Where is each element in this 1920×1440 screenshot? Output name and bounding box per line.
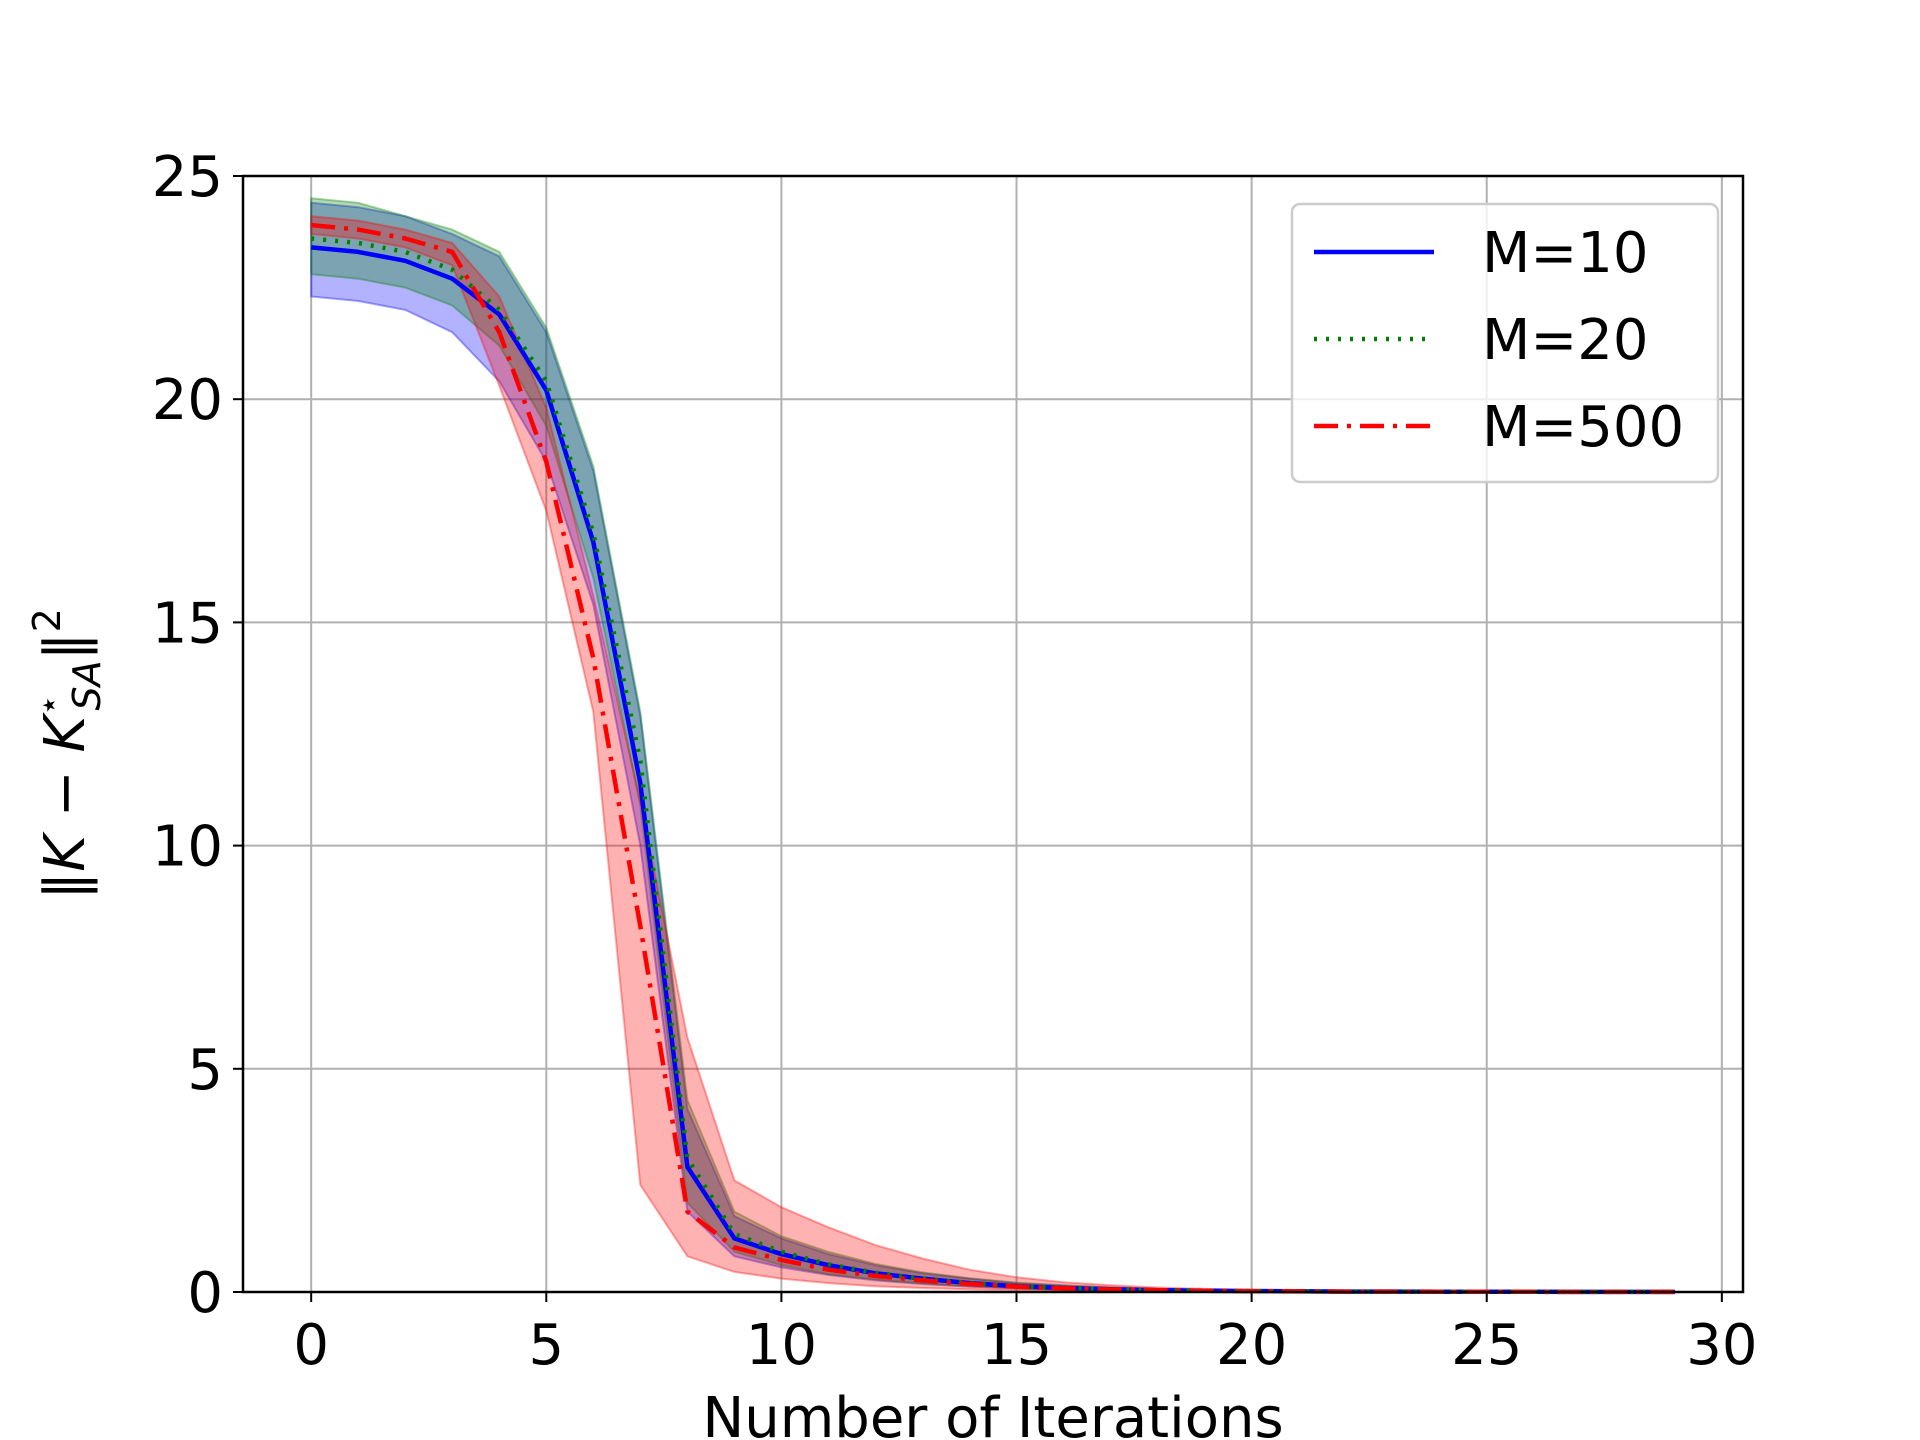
legend: M=10 M=20 M=500 xyxy=(1290,202,1720,484)
legend-box xyxy=(1290,202,1720,484)
x-tick-label: 5 xyxy=(528,1313,564,1378)
x-axis-title: Number of Iterations xyxy=(702,1386,1283,1440)
plot-area-frame xyxy=(241,174,1745,1294)
y-title-subscript-sa: SA xyxy=(65,660,109,710)
legend-label: M=10 xyxy=(1482,221,1649,286)
y-title-superscript-star: ⋆ xyxy=(29,695,69,716)
x-tick-label: 15 xyxy=(981,1313,1052,1378)
legend-label: M=20 xyxy=(1482,308,1649,373)
y-axis-ticks: 0 5 10 15 20 25 xyxy=(152,145,243,1326)
y-title-norm-open: ‖ xyxy=(33,872,98,900)
legend-entries: M=10 M=20 M=500 xyxy=(1314,221,1684,460)
y-tick-label: 0 xyxy=(187,1261,223,1326)
y-title-minus: − xyxy=(33,753,98,836)
y-title-norm-close: ‖ xyxy=(33,632,98,660)
series-line xyxy=(310,236,1675,1295)
y-tick-label: 20 xyxy=(152,368,223,433)
x-tick-label: 25 xyxy=(1451,1313,1522,1378)
x-axis-ticks: 0 5 10 15 20 25 30 xyxy=(293,1292,1757,1378)
y-title-k: K xyxy=(33,831,98,872)
x-tick-label: 20 xyxy=(1216,1313,1287,1378)
y-tick-label: 15 xyxy=(152,591,223,656)
x-tick-label: 30 xyxy=(1686,1313,1757,1378)
y-axis-title: ‖K − K⋆SA‖2 xyxy=(25,608,109,900)
y-title-superscript-2: 2 xyxy=(25,608,69,632)
series-line xyxy=(310,222,1675,1295)
y-tick-label: 10 xyxy=(152,815,223,880)
x-tick-label: 10 xyxy=(746,1313,817,1378)
y-tick-label: 5 xyxy=(187,1038,223,1103)
x-tick-label: 0 xyxy=(293,1313,329,1378)
y-title-k-star: K xyxy=(33,712,98,753)
y-tick-label: 25 xyxy=(152,145,223,210)
legend-label: M=500 xyxy=(1482,395,1684,460)
